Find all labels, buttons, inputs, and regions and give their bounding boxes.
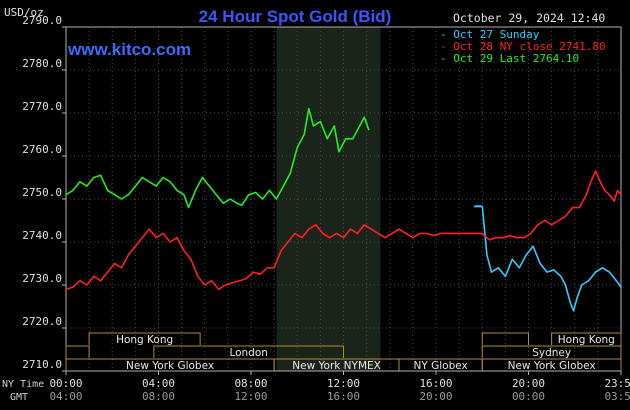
series-line-2 [65,107,370,209]
x-tick-label-gmt: 03:59 [604,390,630,403]
session-label: New York Globex [508,360,596,372]
x-tick-label-gmt: 20:00 [419,390,452,403]
trading-sessions: Hong Kong London New York Globex New York N… [65,332,622,372]
session-bracket [481,332,529,345]
y-tick-label: 2750.0 [22,186,62,199]
x-tick-label-ny: 08:00 [234,377,267,390]
site-link[interactable]: www.kitco.com [67,40,191,59]
unit-label: USD/oz [4,6,44,19]
y-tick-label: 2790.0 [22,14,62,27]
x-tick-label-ny: 00:00 [49,377,82,390]
session-label: London [229,347,268,359]
y-tick-label: 2740.0 [22,229,62,242]
timestamp: October 29, 2024 12:40 [453,11,605,25]
y-tick-label: 2710.0 [22,358,62,371]
session-bracket [481,358,622,371]
y-axis: 2710.0 2720.0 2730.0 2740.0 2750.0 2760.0 2770… [22,14,66,372]
x-tick-label-ny: 12:00 [327,377,360,390]
legend-item-ny-close: - Oct 28 NY close 2741.80 [440,40,606,53]
legend-label-ny-close: Oct 28 NY close 2741.80 [453,40,605,53]
x-tick-label-ny: 04:00 [142,377,175,390]
x-axis-label-gmt: GMT [10,392,28,403]
session-label: New York Globex [126,360,214,372]
legend: - Oct 27 Sunday - Oct 28 NY close 2741.8… [440,28,606,65]
x-tick-label-ny: 20:00 [512,377,545,390]
y-tick-label: 2760.0 [22,143,62,156]
nymex-hours-highlight [276,27,381,371]
legend-label-sunday: Oct 27 Sunday [453,28,539,41]
y-tick-label: 2770.0 [22,100,62,113]
x-axis-label-ny: NY Time [2,379,44,390]
session-label: Hong Kong [116,334,173,346]
session-label: NY Globex [414,360,468,372]
price-series [65,107,622,312]
session-label: Sydney [532,347,571,359]
session-bracket [551,332,622,345]
series-line-1 [65,170,622,291]
x-axis: 00:0004:0004:0008:0008:0012:0012:0016:00… [49,371,630,403]
y-tick-label: 2780.0 [22,57,62,70]
session-bracket [88,332,201,345]
session-bracket [65,345,90,358]
x-tick-label-gmt: 12:00 [234,390,267,403]
y-tick-label: 2720.0 [22,315,62,328]
series-line-0 [481,206,622,312]
session-label: Hong Kong [558,334,615,346]
x-tick-label-ny: 23:59 [604,377,630,390]
legend-label-last: Oct 29 Last 2764.10 [453,52,579,65]
legend-item-sunday: - Oct 27 Sunday [440,28,540,41]
x-tick-label-gmt: 04:00 [49,390,82,403]
session-bracket [153,345,344,358]
x-tick-label-gmt: 16:00 [327,390,360,403]
session-bracket [481,345,622,358]
legend-item-last: - Oct 29 Last 2764.10 [440,52,579,65]
x-tick-label-ny: 16:00 [419,377,452,390]
y-tick-label: 2730.0 [22,272,62,285]
session-label: New York NYMEX [292,360,381,372]
chart-title: 24 Hour Spot Gold (Bid) [199,7,392,26]
x-tick-label-gmt: 00:00 [512,390,545,403]
x-tick-label-gmt: 08:00 [142,390,175,403]
